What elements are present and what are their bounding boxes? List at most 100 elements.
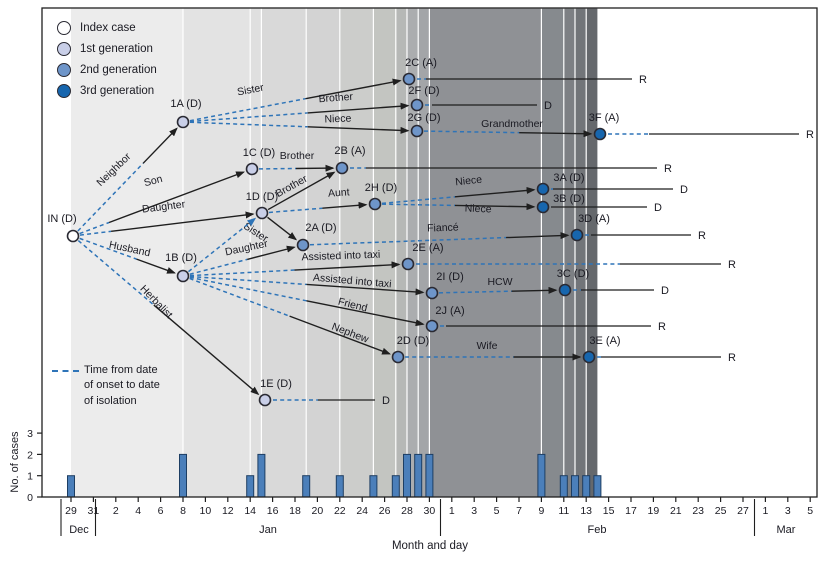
case-label-3B: 3B (D) — [553, 193, 585, 205]
month-label-jan: Jan — [259, 524, 277, 536]
x-tick-label: 22 — [334, 505, 346, 517]
edge-dash-IN-1A — [77, 162, 144, 232]
epicurve-bar — [391, 475, 400, 498]
isolation-legend-line2: of onset to date — [84, 379, 160, 392]
edge-dash-1B-2D — [189, 277, 290, 317]
month-label-mar: Mar — [777, 524, 796, 536]
timeline-band — [395, 8, 407, 497]
case-node-2J — [425, 319, 439, 333]
x-tick-label: 23 — [692, 505, 704, 517]
y-tick-label: 0 — [27, 492, 33, 504]
transmission-edge-IN-1B — [136, 258, 176, 274]
edge-dash-1A-2C — [189, 97, 306, 122]
epicurve-bar — [335, 475, 344, 498]
case-label-1E: 1E (D) — [260, 378, 292, 390]
edge-dash-1A-2F — [189, 112, 308, 123]
epicurve-bar — [559, 475, 568, 498]
timeline-band — [183, 8, 251, 497]
case-node-2F — [410, 98, 424, 112]
x-tick-label: 3 — [471, 505, 477, 517]
relationship-label-2G-3F: Grandmother — [481, 118, 543, 130]
timeline-band — [339, 8, 374, 497]
outcome-letter-2C: R — [639, 74, 647, 86]
edge-dash-2A-3D — [309, 236, 507, 246]
relationship-label-2H-3A: Niece — [455, 174, 483, 189]
epicurve-bar — [414, 453, 423, 498]
x-tick-label: 27 — [737, 505, 749, 517]
case-node-3F — [593, 127, 607, 141]
case-node-3A — [536, 182, 550, 196]
case-node-2C — [402, 72, 416, 86]
legend-item-index-case: Index case — [57, 17, 157, 38]
case-node-2G — [410, 124, 424, 138]
case-label-2J: 2J (A) — [435, 305, 464, 317]
timeline-band — [373, 8, 396, 497]
epicurve-bar — [257, 453, 266, 498]
epicurve-bar — [302, 475, 311, 498]
case-node-3C — [558, 283, 572, 297]
x-tick-label: 9 — [538, 505, 544, 517]
legend-label: 1st generation — [80, 42, 153, 55]
x-tick-label: 11 — [558, 505, 569, 517]
index-case-dot-icon — [57, 20, 71, 35]
transmission-edge-2H-3B — [454, 203, 536, 211]
x-tick-label: 21 — [670, 505, 682, 517]
edge-dash-2G-3F — [423, 130, 520, 134]
x-tick-label: 7 — [516, 505, 522, 517]
outcome-letter-3B: D — [654, 202, 662, 214]
case-node-1B — [176, 269, 190, 283]
x-tick-label: 2 — [113, 505, 119, 517]
transmission-edge-1B-2D — [289, 315, 391, 355]
timeline-band — [71, 8, 183, 497]
x-tick-label: 5 — [494, 505, 500, 517]
transmission-edge-1B-2E — [294, 261, 401, 271]
legend-label: 3rd generation — [80, 84, 155, 97]
case-label-IN: IN (D) — [47, 213, 76, 225]
transmission-edge-2I-3C — [511, 286, 558, 294]
relationship-label-IN-1C: Son — [143, 173, 164, 189]
outcome-letter-3C: D — [661, 285, 669, 297]
relationship-label-1A-2G: Niece — [324, 113, 351, 126]
transmission-edge-1D-2A — [267, 216, 298, 241]
outcome-letter-1E: D — [382, 395, 390, 407]
epicurve-bar — [67, 475, 75, 498]
outcome-letter-3F: R — [806, 129, 814, 141]
transmission-edge-1B-2I — [306, 283, 425, 296]
x-tick-label: 5 — [807, 505, 813, 517]
timeline-band — [541, 8, 564, 497]
edge-dash-2H-3B — [381, 203, 455, 207]
case-label-2F: 2F (D) — [408, 85, 439, 97]
transmission-edge-IN-1D — [111, 211, 255, 233]
case-label-2H: 2H (D) — [365, 182, 397, 194]
transmission-edge-1B-2A — [247, 245, 296, 261]
y-tick-label: 3 — [27, 428, 33, 440]
case-label-2B: 2B (A) — [334, 145, 365, 157]
edge-dash-IN-1D — [79, 230, 112, 236]
epicurve-bar — [593, 475, 602, 498]
relationship-label-1A-2F: Brother — [318, 91, 354, 105]
transmission-edge-1A-2C — [305, 78, 402, 100]
case-label-3A: 3A (D) — [553, 172, 584, 184]
x-tick-label: 15 — [603, 505, 615, 517]
y-tick-label: 2 — [27, 449, 33, 461]
x-tick-label: 3 — [785, 505, 791, 517]
transmission-edge-1D-2B — [267, 171, 336, 211]
epicurve-bar — [537, 453, 546, 498]
isolation-legend-line1: Time from date — [84, 364, 158, 376]
x-tick-label: 4 — [135, 505, 141, 517]
case-node-2H — [368, 197, 382, 211]
case-node-2D — [391, 350, 405, 364]
transmission-edge-IN-1E — [153, 304, 260, 396]
case-node-IN — [66, 229, 80, 243]
outcome-letter-2E: R — [728, 259, 736, 271]
relationship-label-2I-3C: HCW — [487, 276, 512, 288]
transmission-edge-2H-3A — [454, 186, 536, 198]
timeline-band — [429, 8, 542, 497]
edge-dash-1A-2G — [189, 121, 308, 128]
case-label-1D: 1D (D) — [246, 191, 278, 203]
1st-generation-dot-icon — [57, 41, 71, 56]
case-node-1E — [258, 393, 272, 407]
x-tick-label: 31 — [88, 505, 100, 517]
x-tick-label: 13 — [580, 505, 592, 517]
